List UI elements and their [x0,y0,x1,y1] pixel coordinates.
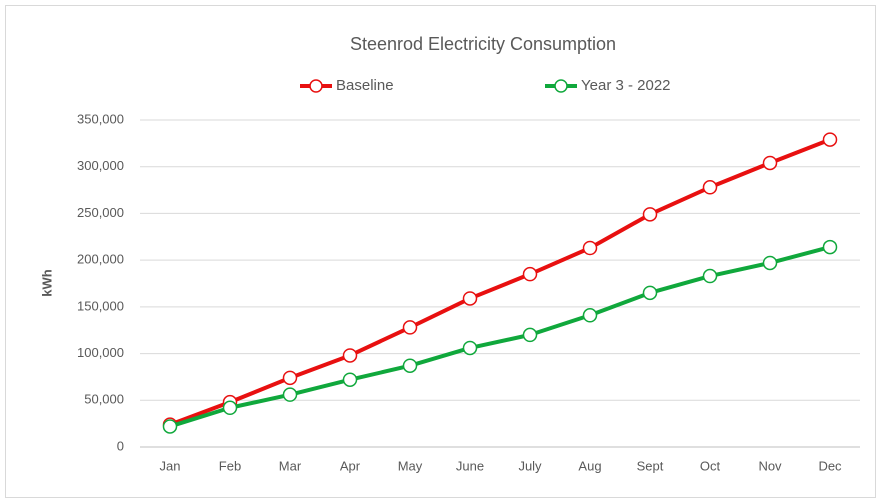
y-tick-label: 0 [117,438,124,453]
x-tick-label: Nov [758,458,782,473]
chart-border [5,5,876,498]
data-point [282,387,298,402]
data-point [642,207,658,222]
y-tick-label: 250,000 [77,205,124,220]
data-point [222,400,238,416]
x-tick-label: Sept [637,458,664,473]
data-point [462,340,478,356]
data-point [522,266,538,282]
x-tick-label: Mar [279,458,302,473]
data-point [162,419,178,434]
data-point [702,180,718,195]
legend-marker [554,79,568,93]
y-tick-label: 300,000 [77,158,124,173]
series-line [169,137,831,427]
data-point [822,239,838,255]
data-point [402,358,418,373]
data-point [342,348,358,363]
data-point [402,320,418,335]
legend-marker [309,79,323,93]
x-tick-label: Apr [340,458,361,473]
data-point [582,308,598,323]
data-point [582,240,598,256]
data-point [282,370,298,386]
y-tick-label: 350,000 [77,111,124,126]
data-point [822,132,838,147]
legend-label: Baseline [336,77,394,94]
data-point [702,268,718,284]
y-tick-label: 150,000 [77,298,124,313]
y-tick-label: 100,000 [77,345,124,360]
x-tick-label: May [398,458,423,473]
x-tick-label: Aug [578,458,601,473]
chart-title: Steenrod Electricity Consumption [350,34,616,54]
legend-label: Year 3 - 2022 [581,77,671,94]
x-tick-label: Jan [160,458,181,473]
y-tick-label: 50,000 [84,392,124,407]
data-point [522,327,538,343]
data-point [762,255,778,271]
x-tick-label: Feb [219,458,241,473]
data-point [642,285,658,301]
data-point [762,155,778,171]
data-point [342,372,358,387]
x-tick-label: Oct [700,458,721,473]
x-tick-label: July [518,458,542,473]
y-axis-label: kWh [39,269,54,297]
data-point [462,291,478,306]
y-tick-label: 200,000 [77,252,124,267]
series-line [169,245,831,429]
x-tick-label: June [456,458,484,473]
x-tick-label: Dec [818,458,842,473]
